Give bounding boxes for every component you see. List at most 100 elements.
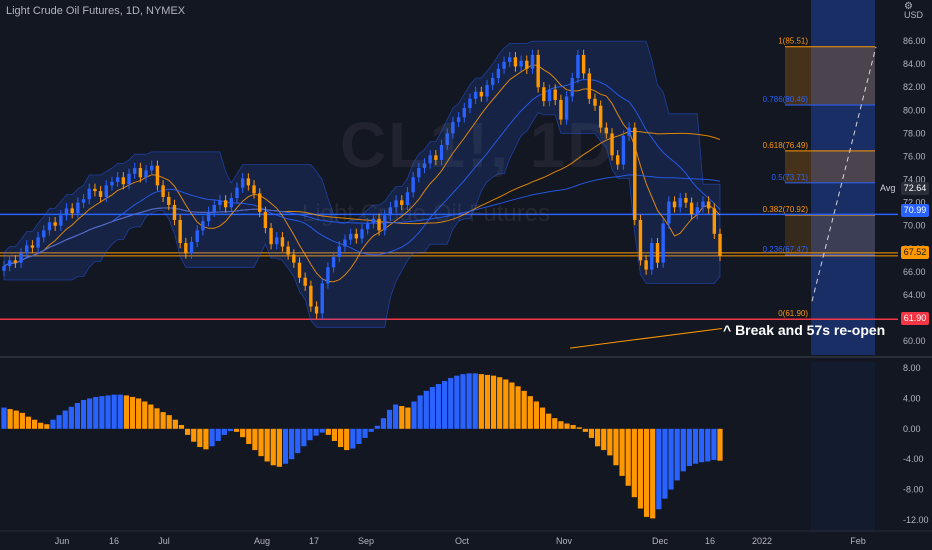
histogram-bar bbox=[699, 428, 705, 463]
fib-label: 0.236(67.47) bbox=[763, 245, 809, 254]
candle bbox=[371, 218, 376, 224]
candle bbox=[172, 204, 177, 220]
histogram-bar bbox=[233, 428, 240, 432]
y-tick-label: 78.00 bbox=[903, 128, 926, 138]
histogram-bar bbox=[313, 428, 319, 436]
red-line-price-tag: 61.90 bbox=[901, 312, 929, 325]
histogram-bar bbox=[576, 427, 582, 429]
candle bbox=[189, 241, 194, 254]
candle bbox=[377, 218, 381, 231]
histogram-bar bbox=[319, 428, 325, 433]
candle bbox=[127, 173, 131, 185]
histogram-bar bbox=[393, 404, 399, 429]
histogram-bar bbox=[601, 428, 607, 451]
y-tick-label: 70.00 bbox=[903, 221, 926, 231]
histogram-bar bbox=[705, 428, 711, 462]
candle bbox=[76, 202, 80, 214]
histogram-bar bbox=[209, 428, 215, 447]
candle bbox=[246, 178, 251, 186]
histogram-bar bbox=[558, 421, 564, 429]
candle bbox=[542, 87, 546, 102]
candle bbox=[320, 283, 324, 314]
osc-y-tick-label: 0.00 bbox=[903, 424, 921, 434]
histogram-bar bbox=[258, 428, 264, 457]
histogram-bar bbox=[668, 428, 674, 490]
y-tick-label: 84.00 bbox=[903, 59, 926, 69]
candle bbox=[115, 177, 120, 182]
histogram-bar bbox=[105, 395, 111, 429]
histogram-bar bbox=[442, 380, 448, 429]
candle bbox=[314, 306, 319, 314]
histogram-bar bbox=[44, 424, 50, 429]
histogram-bar bbox=[93, 396, 99, 429]
candle bbox=[712, 208, 717, 234]
histogram-bar bbox=[662, 428, 668, 499]
histogram-bar bbox=[31, 419, 38, 429]
histogram-bar bbox=[546, 413, 552, 429]
candle bbox=[405, 192, 410, 205]
y-tick-label: 64.00 bbox=[903, 290, 926, 300]
histogram-bar bbox=[521, 390, 527, 429]
candle bbox=[64, 208, 69, 216]
candle bbox=[138, 168, 143, 178]
histogram-bar bbox=[62, 410, 68, 429]
candle bbox=[263, 211, 268, 229]
x-tick-label: Jun bbox=[55, 536, 70, 546]
candle bbox=[553, 89, 557, 100]
histogram-bar bbox=[680, 428, 686, 472]
histogram-bar bbox=[686, 428, 693, 467]
candle bbox=[19, 253, 23, 263]
x-tick-label: Dec bbox=[652, 536, 669, 546]
histogram-bar bbox=[264, 428, 270, 462]
histogram-bar bbox=[129, 396, 136, 429]
candle bbox=[104, 185, 108, 197]
y-tick-label: 80.00 bbox=[903, 105, 926, 115]
fib-zone bbox=[785, 150, 875, 183]
fib-label: 0.382(70.92) bbox=[763, 205, 809, 214]
histogram-bar bbox=[74, 403, 81, 429]
candle bbox=[547, 89, 552, 102]
histogram-bar bbox=[99, 396, 105, 429]
candle bbox=[570, 78, 574, 97]
histogram-bar bbox=[570, 425, 576, 429]
histogram-bar bbox=[25, 416, 32, 429]
histogram-bar bbox=[692, 428, 699, 464]
histogram-bar bbox=[656, 428, 662, 510]
histogram-bar bbox=[619, 428, 625, 476]
candle bbox=[286, 246, 290, 255]
histogram-bar bbox=[337, 428, 344, 448]
histogram-bar bbox=[80, 399, 87, 429]
histogram-bar bbox=[68, 406, 74, 429]
x-tick-label: Oct bbox=[455, 536, 470, 546]
candle bbox=[718, 233, 722, 256]
histogram-bar bbox=[497, 377, 503, 429]
candle bbox=[638, 219, 643, 261]
candle bbox=[678, 198, 682, 208]
osc-y-tick-label: 8.00 bbox=[903, 363, 921, 373]
candle bbox=[445, 133, 449, 145]
histogram-bar bbox=[503, 379, 509, 429]
candle bbox=[132, 168, 137, 174]
candle bbox=[292, 254, 296, 263]
histogram-bar bbox=[246, 428, 252, 444]
gear-icon[interactable]: ⚙ bbox=[904, 1, 913, 12]
chart-title[interactable]: Light Crude Oil Futures, 1D, NYMEX bbox=[6, 5, 186, 17]
currency-label: USD bbox=[904, 10, 924, 20]
candle bbox=[70, 208, 74, 214]
y-tick-label: 86.00 bbox=[903, 36, 926, 46]
candle bbox=[661, 223, 665, 263]
candle bbox=[269, 228, 273, 245]
channel-band bbox=[3, 40, 721, 328]
long-ma-line bbox=[569, 327, 723, 349]
histogram-bar bbox=[270, 428, 276, 466]
candle bbox=[87, 188, 91, 200]
candle bbox=[30, 245, 35, 248]
histogram-bar bbox=[148, 404, 154, 429]
candle bbox=[650, 243, 654, 270]
histogram-bar bbox=[533, 401, 540, 429]
candle bbox=[161, 185, 165, 197]
candle bbox=[616, 155, 620, 165]
candle bbox=[473, 91, 478, 99]
histogram-bar bbox=[240, 428, 246, 438]
histogram-bar bbox=[527, 396, 533, 429]
